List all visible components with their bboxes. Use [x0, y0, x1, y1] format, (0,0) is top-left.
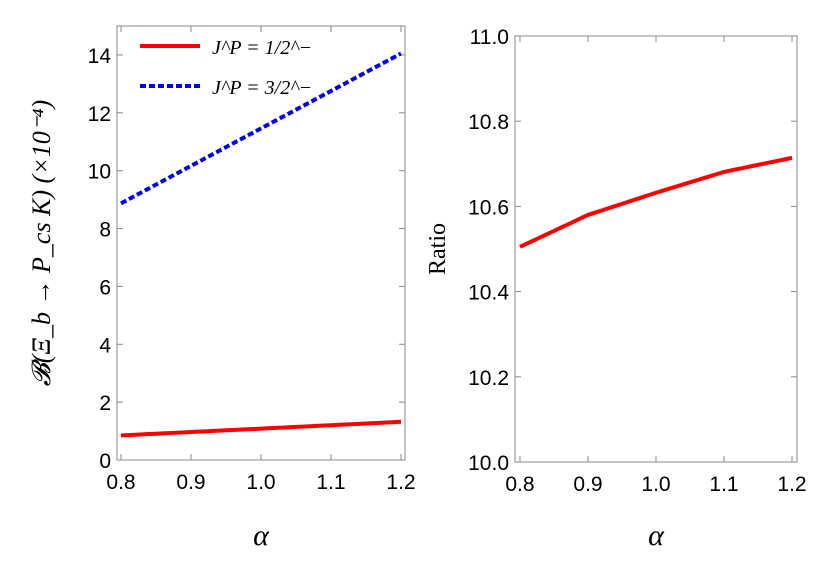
- series-line-0: [519, 155, 793, 249]
- series-line-0: [120, 419, 402, 438]
- y-axis-label: 𝓑(Ξ_b → P_cs K) (×10⁻⁴): [27, 100, 56, 386]
- plot-frame-1: [514, 35, 798, 463]
- x-tick-label: 1.0: [246, 471, 275, 494]
- y-tick-label: 0: [99, 450, 111, 473]
- x-tick-label: 1.1: [316, 471, 345, 494]
- y-tick-label: 10.8: [468, 111, 509, 134]
- x-tick-label: 1.1: [709, 473, 738, 496]
- y-axis-label: Ratio: [425, 223, 451, 275]
- legend-label: J^P = 3/2^−: [212, 77, 312, 99]
- y-tick-label: 12: [88, 103, 111, 126]
- legend-label: J^P = 1/2^−: [212, 37, 312, 59]
- x-axis-label: α: [253, 519, 270, 552]
- x-tick-label: 1.2: [386, 471, 415, 494]
- x-tick-label: 0.9: [176, 471, 205, 494]
- y-tick-label: 10.2: [468, 367, 509, 390]
- x-tick-label: 1.0: [641, 473, 670, 496]
- y-tick-label: 10.6: [468, 196, 509, 219]
- y-tick-label: 10: [88, 161, 111, 184]
- y-tick-label: 4: [99, 334, 111, 357]
- y-tick-label: 2: [99, 392, 111, 415]
- y-tick-label: 14: [88, 45, 112, 68]
- y-tick-label: 10.4: [468, 282, 509, 305]
- series-line-1: [120, 51, 402, 206]
- x-axis-label: α: [648, 519, 665, 552]
- x-tick-label: 0.8: [106, 471, 135, 494]
- y-tick-label: 6: [99, 276, 111, 299]
- y-tick-label: 11.0: [470, 26, 509, 49]
- x-tick-label: 1.2: [777, 473, 806, 496]
- x-tick-label: 0.9: [573, 473, 602, 496]
- x-tick-label: 0.8: [505, 473, 534, 496]
- y-tick-label: 10.0: [468, 452, 509, 475]
- y-tick-label: 8: [99, 219, 111, 242]
